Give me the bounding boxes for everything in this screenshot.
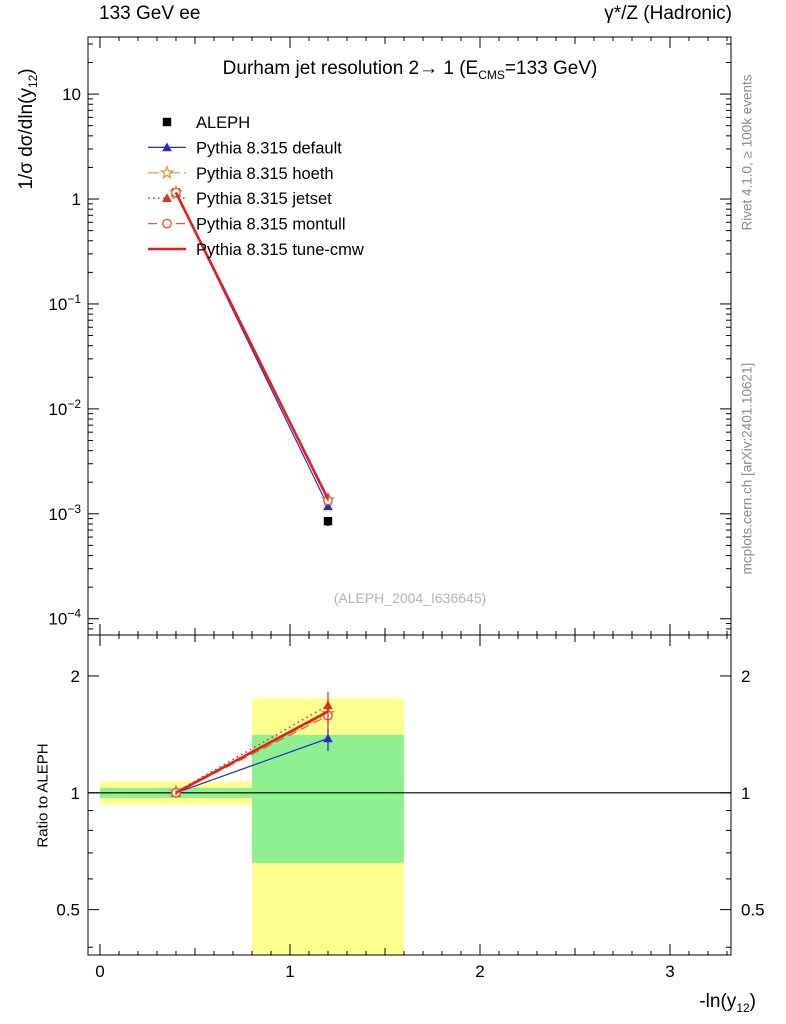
- legend-item-aleph: ALEPH: [162, 114, 250, 132]
- ratio-panel-frame: [87, 634, 732, 956]
- legend-label: Pythia 8.315 hoeth: [196, 165, 334, 183]
- y-tick-label: 10−4: [48, 607, 81, 629]
- main-panel-frame: [87, 36, 732, 636]
- mcplots-citation-note: mcplots.cern.ch [arXiv:2401.10621]: [739, 362, 755, 575]
- beam-energy-label: 133 GeV ee: [99, 3, 201, 24]
- y-tick-label: 10−2: [48, 397, 81, 419]
- plot-title-text-end: =133 GeV): [504, 58, 598, 79]
- ratio-tick-label-right: 1: [741, 784, 750, 803]
- y-tick-label: 10: [62, 85, 81, 104]
- y-tick-label: 1: [72, 190, 81, 209]
- y-axis-label-text: 1/σ dσ/dln(y: [16, 88, 37, 190]
- y-axis-label-subscript: 12: [26, 74, 40, 89]
- y-axis-label-text-end: ): [16, 68, 37, 75]
- plot-title-text: Durham jet resolution 2→ 1 (E: [222, 58, 479, 79]
- legend-label: Pythia 8.315 tune-cmw: [196, 241, 364, 259]
- data-point-marker: [162, 142, 172, 152]
- ratio-series-line: [175, 737, 329, 794]
- legend-label: ALEPH: [196, 114, 250, 132]
- plot-title-subscript: CMS: [478, 68, 505, 82]
- x-axis-label-text: -ln(y: [699, 991, 737, 1012]
- ratio-series-line: [175, 710, 329, 794]
- x-axis-label-subscript: 12: [736, 1001, 750, 1015]
- data-point-marker: [162, 117, 172, 127]
- data-point-marker: [323, 733, 333, 743]
- legend-item-pythia-8-315-montull: Pythia 8.315 montull: [148, 216, 346, 234]
- x-tick-label: 0: [95, 962, 104, 981]
- legend-label: Pythia 8.315 montull: [196, 216, 346, 234]
- ratio-y-axis-label: Ratio to ALEPH: [34, 743, 52, 848]
- analysis-id-watermark: (ALEPH_2004_I636645): [333, 590, 487, 606]
- y-axis-label: 1/σ dσ/dln(y12): [16, 29, 40, 229]
- data-point-marker: [323, 501, 333, 511]
- axis-tick-labels: 10 1 10−1 10−2 10−3 10−4 0.5 0.5 1 1 2 2 0 1 2 3: [48, 85, 764, 981]
- green-uncertainty-band: [251, 734, 404, 863]
- legend-item-pythia-8-315-tune-cmw: Pythia 8.315 tune-cmw: [148, 241, 364, 259]
- x-axis-label: -ln(y12): [699, 991, 756, 1015]
- data-point-marker: [323, 517, 333, 526]
- axis-ticks: [88, 37, 731, 955]
- data-point-marker: [162, 218, 172, 229]
- x-axis-label-text-end: ): [749, 991, 756, 1012]
- ratio-tick-label-left: 1: [71, 784, 80, 803]
- legend: ALEPH Pythia 8.315 default Pythia 8.315 ho…: [148, 114, 364, 259]
- data-point-marker: [162, 193, 172, 202]
- series-aleph: [171, 188, 333, 527]
- series-pythia-8-315-tune-cmw: [174, 192, 330, 796]
- legend-item-pythia-8-315-default: Pythia 8.315 default: [148, 139, 342, 157]
- main-series-line: [174, 192, 330, 500]
- ratio-tick-label-left: 2: [71, 667, 80, 686]
- x-tick-label: 1: [285, 962, 294, 981]
- y-tick-label: 10−1: [48, 292, 81, 314]
- x-tick-label: 3: [665, 962, 674, 981]
- ratio-uncertainty-bands: [99, 698, 404, 955]
- ratio-series-line: [175, 704, 329, 793]
- legend-item-pythia-8-315-hoeth: Pythia 8.315 hoeth: [148, 165, 334, 183]
- y-tick-label: 10−3: [48, 502, 81, 524]
- legend-item-pythia-8-315-jetset: Pythia 8.315 jetset: [148, 190, 332, 208]
- data-point-marker: [159, 164, 175, 180]
- ratio-tick-label-right: 2: [741, 667, 750, 686]
- ratio-tick-label-right: 0.5: [741, 901, 765, 920]
- x-tick-label: 2: [475, 962, 484, 981]
- plot-title: Durham jet resolution 2→ 1 (ECMS=133 GeV…: [223, 58, 598, 82]
- ratio-tick-label-left: 0.5: [56, 901, 80, 920]
- legend-label: Pythia 8.315 default: [196, 139, 342, 157]
- process-label: γ*/Z (Hadronic): [604, 3, 732, 24]
- legend-label: Pythia 8.315 jetset: [196, 190, 332, 208]
- rivet-version-note: Rivet 4.1.0, ≥ 100k events: [739, 74, 755, 231]
